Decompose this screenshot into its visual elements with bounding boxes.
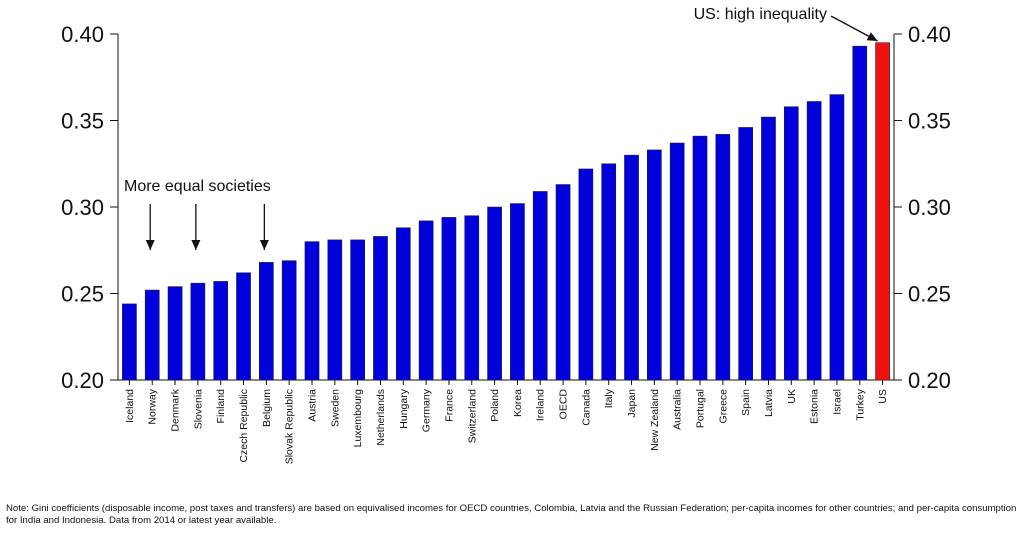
category-label: Japan — [626, 389, 638, 418]
bar-netherlands — [373, 236, 388, 381]
left-tick-label: 0.40 — [61, 22, 104, 47]
category-label: France — [443, 389, 455, 422]
bar-oecd — [555, 184, 571, 381]
category-label: Slovak Republic — [284, 389, 296, 464]
annotation-arrow-slovenia-head — [191, 240, 201, 250]
category-label: Spain — [740, 389, 752, 416]
category-label: Austria — [307, 389, 319, 422]
right-tick-label: 0.20 — [908, 368, 951, 393]
category-label: Belgium — [261, 389, 273, 427]
bar-canada — [578, 168, 594, 381]
bar-denmark — [167, 286, 183, 381]
bar-germany — [418, 220, 434, 381]
annotation-arrow-belgium-head — [259, 240, 269, 250]
category-label: Estonia — [809, 389, 821, 424]
bar-sweden — [327, 239, 343, 381]
right-axis: 0.20 0.25 0.30 0.35 0.40 — [893, 22, 951, 393]
bar-iceland — [122, 303, 137, 381]
category-label: Denmark — [170, 388, 182, 431]
bar-korea — [510, 203, 525, 381]
bar-new-zealand — [647, 149, 662, 381]
bar-slovenia — [190, 282, 206, 381]
left-tick-label: 0.30 — [61, 195, 104, 220]
footnote: Note: Gini coefficients (disposable inco… — [6, 503, 1017, 526]
category-label: Switzerland — [466, 389, 478, 443]
bar-slovak-republic — [281, 260, 297, 381]
bar-poland — [487, 206, 502, 381]
bar-ireland — [532, 191, 548, 381]
left-tick-label: 0.20 — [61, 368, 104, 393]
category-label: Finland — [215, 389, 227, 424]
bar-latvia — [761, 116, 776, 381]
right-tick-label: 0.35 — [908, 109, 951, 134]
bar-estonia — [806, 101, 822, 381]
bar-us — [875, 42, 890, 381]
category-label: New Zealand — [649, 389, 661, 451]
bar-portugal — [692, 135, 708, 381]
bar-belgium — [259, 262, 274, 381]
annotation-arrow-us-head — [866, 32, 878, 41]
category-label: US — [877, 389, 889, 404]
bar-italy — [601, 163, 617, 381]
category-label: Sweden — [329, 389, 341, 427]
left-axis: 0.20 0.25 0.30 0.35 0.40 — [61, 22, 119, 393]
bar-france — [441, 217, 457, 381]
annotations: More equal societies US: high inequality — [124, 6, 878, 250]
category-label: Hungary — [398, 388, 410, 428]
category-label: Italy — [603, 388, 615, 408]
category-label: Iceland — [124, 389, 136, 423]
bar-switzerland — [464, 215, 480, 381]
category-label: Germany — [421, 388, 433, 432]
category-label: Luxembourg — [352, 389, 364, 448]
right-tick-label: 0.25 — [908, 282, 951, 307]
bar-greece — [715, 134, 731, 381]
right-tick-label: 0.30 — [908, 195, 951, 220]
category-label: Greece — [717, 389, 729, 424]
gini-bar-chart: 0.20 0.25 0.30 0.35 0.40 0.20 0.25 0.30 0.35 0.4… — [61, 6, 951, 464]
category-label: Poland — [489, 389, 501, 422]
left-tick-label: 0.25 — [61, 282, 104, 307]
category-label: Latvia — [763, 389, 775, 417]
category-label: Australia — [672, 389, 684, 430]
left-tick-label: 0.35 — [61, 109, 104, 134]
category-label: Ireland — [535, 389, 547, 421]
category-label: OECD — [558, 389, 570, 420]
category-label: Czech Republic — [238, 389, 250, 463]
category-labels: Iceland Norway Denmark Slovenia Finland Czech… — [124, 380, 889, 464]
bar-uk — [783, 106, 799, 381]
right-tick-label: 0.40 — [908, 22, 951, 47]
bar-finland — [213, 281, 229, 381]
bar-hungary — [395, 227, 411, 381]
bar-norway — [144, 289, 160, 381]
bar-australia — [669, 142, 685, 381]
annotation-arrow-norway-head — [145, 240, 155, 250]
category-label: Netherlands — [375, 389, 387, 446]
category-label: Slovenia — [192, 389, 204, 429]
category-label: Turkey — [854, 388, 866, 420]
category-label: UK — [786, 389, 798, 404]
category-label: Korea — [512, 389, 524, 417]
bar-turkey — [852, 45, 868, 381]
category-label: Norway — [147, 388, 159, 424]
bars-group — [118, 42, 894, 381]
bar-spain — [738, 127, 753, 381]
category-label: Canada — [580, 389, 592, 426]
annotation-more-equal: More equal societies — [124, 178, 271, 195]
category-label: Portugal — [695, 389, 707, 428]
bar-israel — [829, 94, 845, 381]
annotation-us-high: US: high inequality — [694, 6, 827, 23]
bar-czech-republic — [236, 272, 251, 381]
bar-austria — [304, 241, 320, 381]
bar-luxembourg — [350, 239, 365, 381]
category-label: Israel — [831, 389, 843, 415]
bar-japan — [624, 154, 639, 381]
